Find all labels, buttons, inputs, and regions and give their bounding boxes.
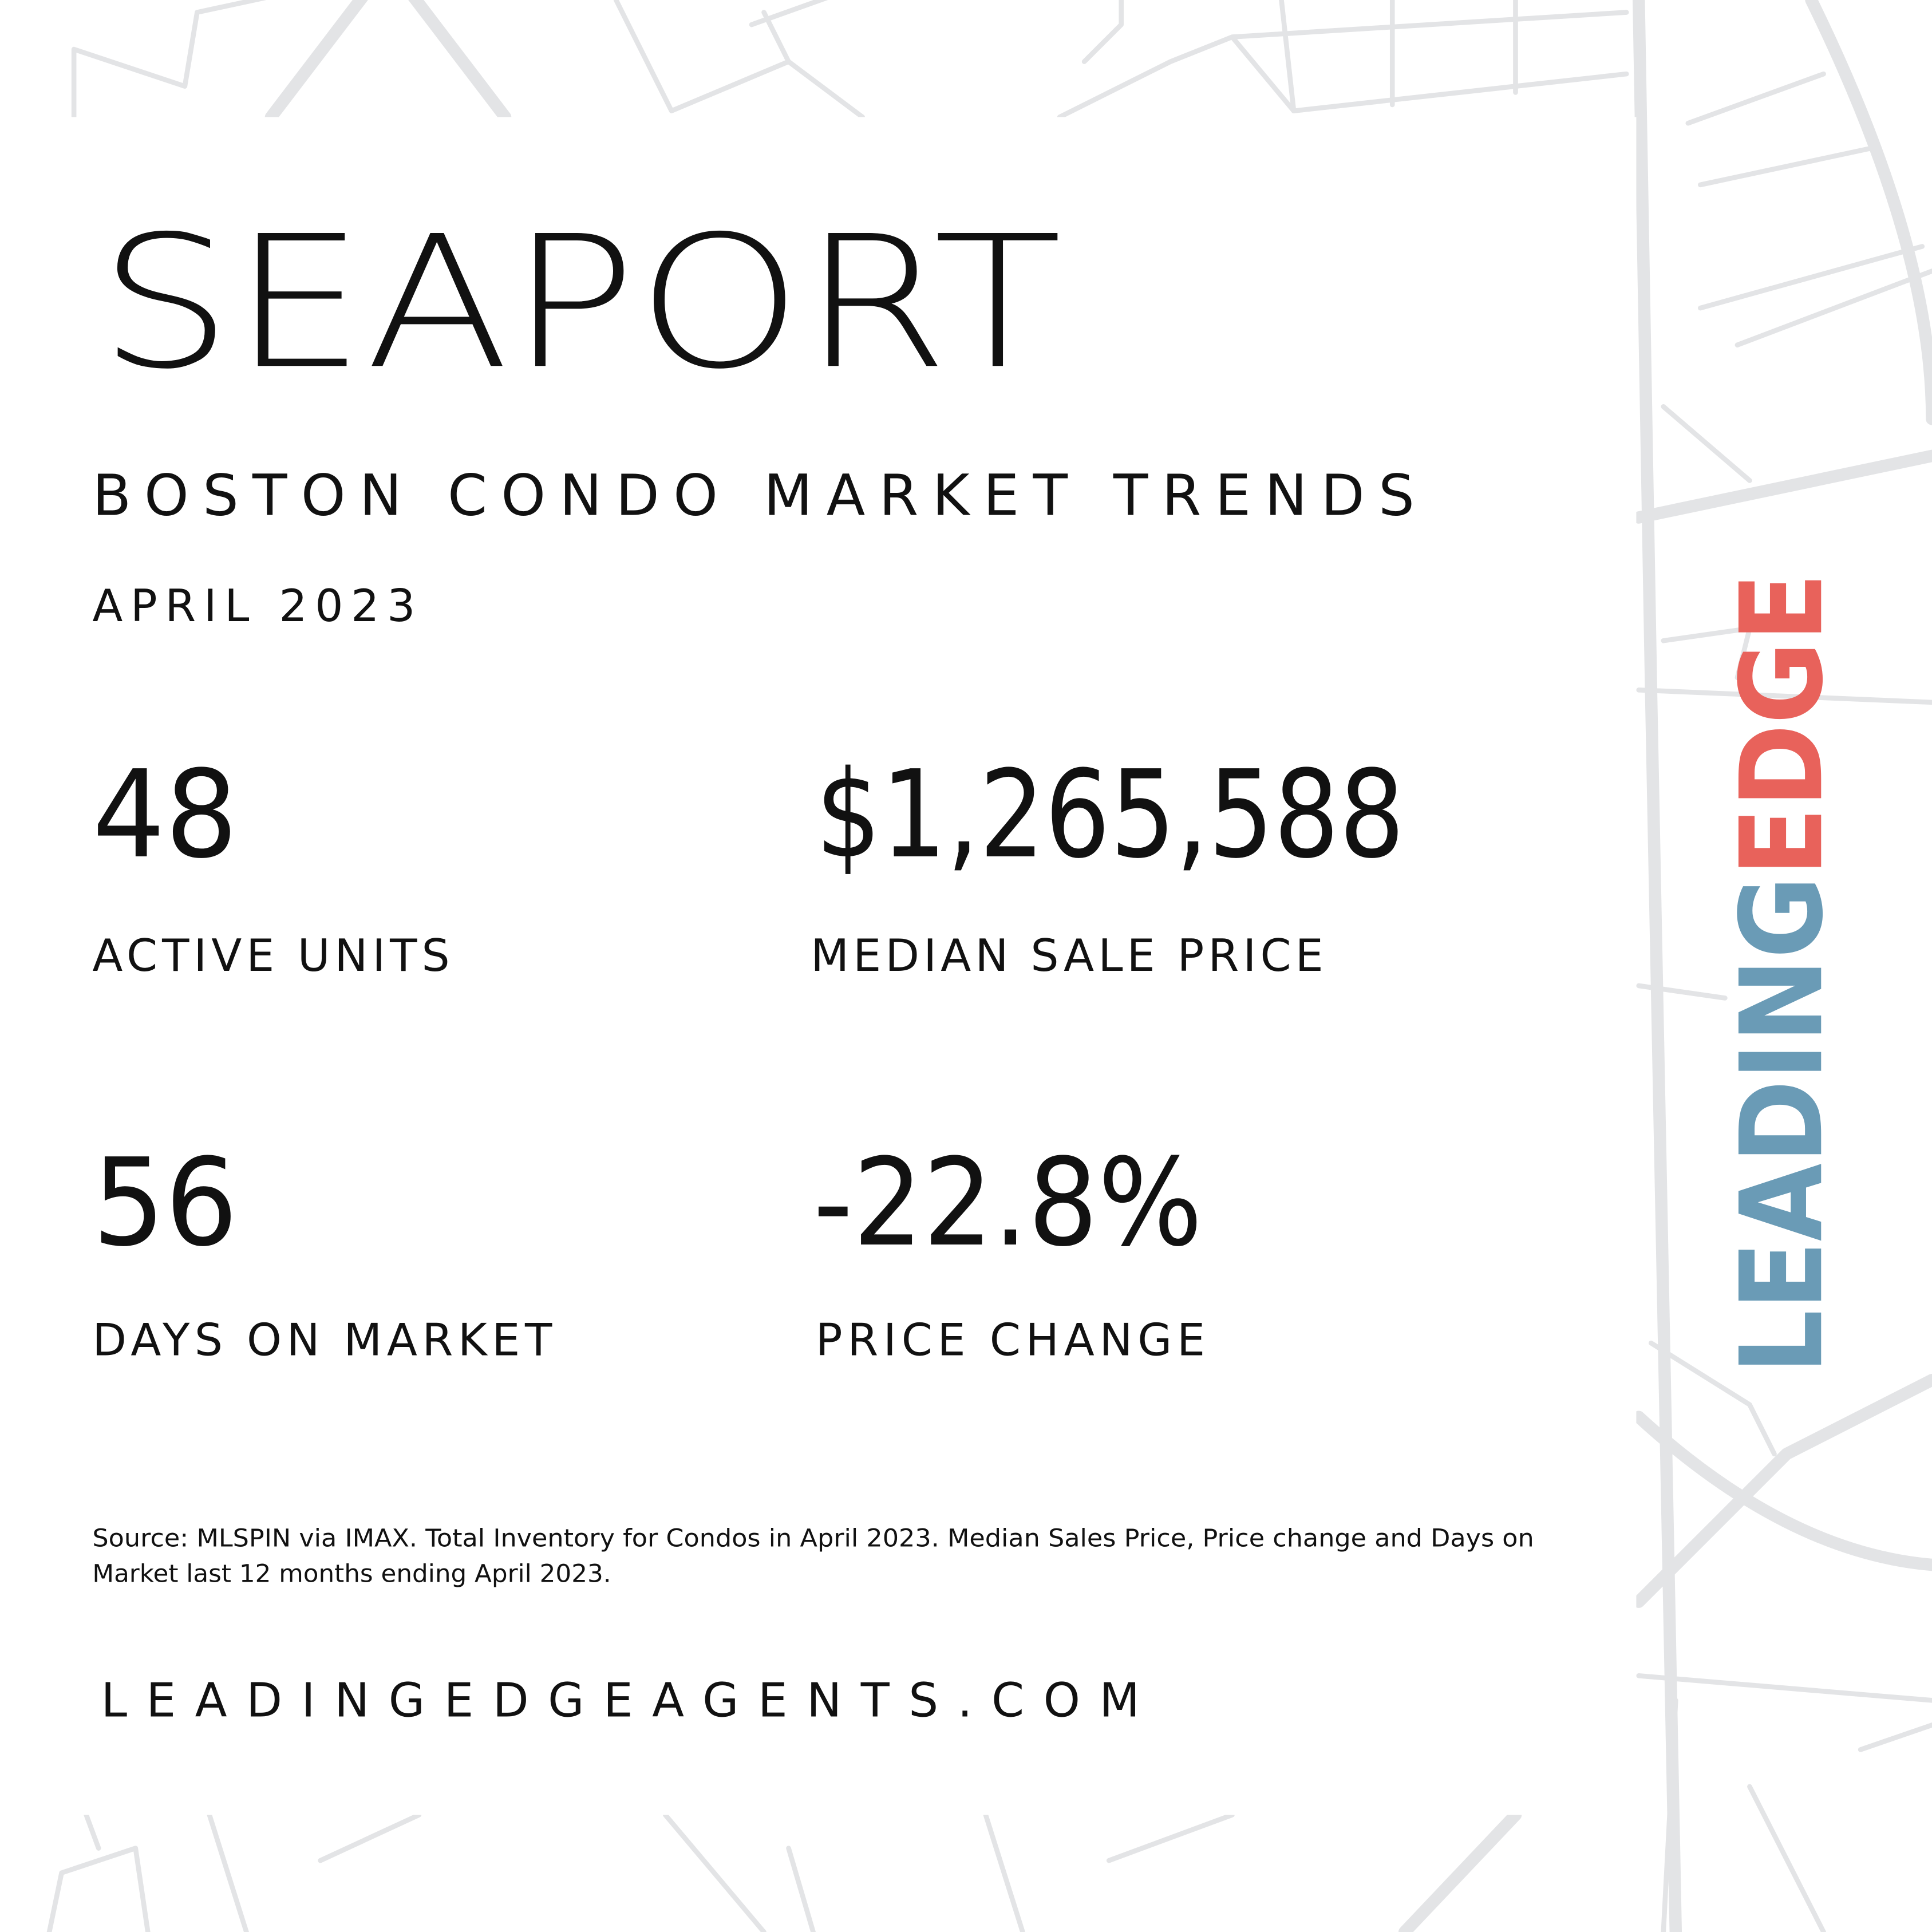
stat-value: 56 (92, 1132, 238, 1273)
stat-value: -22.8% (813, 1132, 1203, 1273)
logo-part: EDGE (1716, 573, 1848, 876)
title: SEAPORT (98, 197, 1062, 409)
website: LEADINGEDGEAGENTS.COM (101, 1673, 1139, 1728)
stat-label: ACTIVE UNITS (92, 930, 449, 982)
source-note: Source: MLSPIN via IMAX. Total Inventory… (92, 1524, 1534, 1552)
stat-label: PRICE CHANGE (816, 1315, 1205, 1366)
stat-label: MEDIAN SALE PRICE (811, 930, 1323, 982)
content-panel (0, 117, 1637, 1815)
stat-value: 48 (92, 744, 238, 885)
logo: LEADINGEDGE (1716, 573, 1848, 1374)
map-background (46, 0, 1932, 1932)
source-note: Market last 12 months ending April 2023. (92, 1560, 611, 1589)
logo-part: LEADING (1716, 876, 1848, 1374)
stat-value: $1,265,588 (816, 744, 1405, 885)
